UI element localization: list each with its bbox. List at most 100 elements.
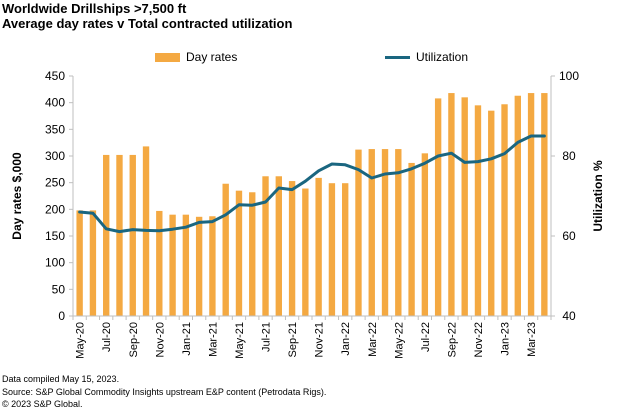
y-axis-left-tick-label: 50 [52,282,66,296]
line-point [331,163,333,165]
line-point [397,172,399,174]
bar [395,149,402,316]
y-axis-right: 40 60 80 100 [550,69,579,323]
line-point [251,204,253,206]
bar [355,149,362,316]
x-axis-tick-label: Mar-21 [207,322,219,357]
line-point [517,141,519,143]
bar [421,153,429,316]
bar [541,93,548,316]
line-point [105,228,107,230]
bar [116,154,123,316]
bar [89,210,97,316]
legend-label-day-rates: Day rates [186,50,237,64]
bar [249,192,256,316]
line-point [424,162,426,164]
line-point [503,152,505,154]
line-point [477,160,479,162]
legend-label-utilization: Utilization [416,50,468,64]
chart-notes: Data compiled May 15, 2023. Source: S&P … [2,373,326,411]
line-point [317,170,319,172]
line-point [224,214,226,216]
bar [129,154,136,316]
x-axis-tick-label: Sep-21 [287,322,299,357]
y-axis-right-tick-label: 60 [562,229,576,243]
x-axis-tick-label: May-22 [393,322,405,359]
line-point [490,158,492,160]
line-point [92,212,94,214]
bar [368,149,375,316]
line-point [530,135,532,137]
bar [408,162,415,316]
bar [474,105,482,316]
y-axis-left-tick-label: 350 [45,122,65,136]
line-point [543,135,545,137]
bar [381,149,389,316]
note-copyright: © 2023 S&P Global. [2,399,83,409]
y-axis-left-tick-label: 450 [45,69,65,83]
x-axis-tick-label: Jan-23 [500,322,512,356]
x-axis-tick-label: Jul-20 [101,322,113,352]
line-point [371,177,373,179]
x-axis-tick-label: Mar-23 [526,322,538,357]
bar [288,181,296,316]
bar [488,110,495,316]
line-point [450,152,452,154]
line-point [291,188,293,190]
x-axis-tick-label: May-21 [234,322,246,359]
x-axis-tick-label: Nov-21 [314,322,326,357]
bar [501,104,508,317]
x-axis-tick-label: Nov-20 [154,322,166,357]
y-axis-left-tick-label: 150 [45,229,65,243]
line-point [463,161,465,163]
line-point [118,230,120,232]
line-point [384,173,386,175]
line-point [410,168,412,170]
y-axis-left-title: Day rates $,000 [10,152,24,240]
y-axis-right-tick-label: 80 [562,149,576,163]
x-axis-tick-label: Jan-21 [181,322,193,356]
x-axis-tick-label: Mar-22 [367,322,379,357]
y-axis-left-tick-label: 200 [45,202,65,216]
x-axis-tick-label: Jan-22 [340,322,352,356]
x-axis-tick-label: Sep-22 [446,322,458,357]
bar [342,183,349,316]
line-point [357,168,359,170]
bar-series-day-rates [76,93,548,317]
bar [209,216,216,316]
bar [195,216,203,316]
line-point [264,201,266,203]
y-axis-left-tick-label: 300 [45,149,65,163]
utilization-line [78,134,546,234]
x-axis-tick-label: Sep-20 [128,322,140,357]
bar [182,214,190,316]
line-point [344,164,346,166]
line-point [132,228,134,230]
line-point [198,221,200,223]
line-point [145,229,147,231]
x-axis-tick-label: Jul-21 [261,322,273,352]
y-axis-left: 0 50 100 150 200 250 300 350 400 450 [45,69,74,323]
line-point [158,230,160,232]
x-axis: May-20 Jul-20 Sep-20 Nov-20 Jan-21 Mar-21 May-… [72,315,552,359]
y-axis-right-tick-label: 100 [559,69,579,83]
bar [434,98,442,317]
bar [328,183,336,316]
note-source: Source: S&P Global Commodity Insights up… [2,386,327,397]
bar [302,188,309,316]
line-point [211,220,213,222]
bar [103,154,110,316]
y-axis-left-tick-label: 100 [45,256,65,270]
line-point [185,226,187,228]
line-point [171,228,173,230]
bar [315,177,322,316]
chart-subtitle: Average day rates v Total contracted uti… [2,16,293,31]
y-axis-right-title: Utilization % [591,160,605,232]
line-point [304,180,306,182]
line-series-utilization [78,134,546,234]
bar [222,183,229,316]
bar [235,190,243,316]
bar [514,95,521,316]
legend-swatch-day-rates [155,53,180,62]
